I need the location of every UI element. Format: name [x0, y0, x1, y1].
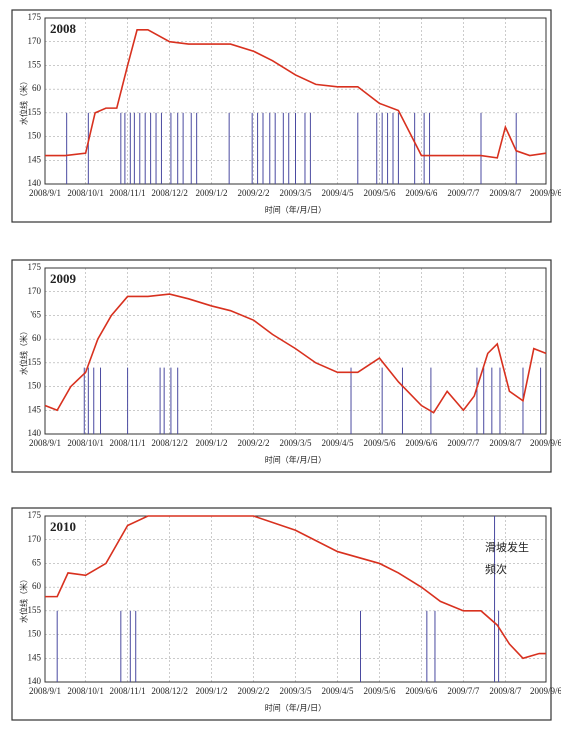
x-tick-label: 2008/9/1	[29, 438, 61, 448]
chart-title: 2010	[50, 519, 76, 534]
plot-area	[44, 267, 547, 435]
x-tick-label: 2008/11/1	[110, 188, 146, 198]
water-level-line	[45, 29, 547, 159]
chart-panel: 140 145 150 155 60 155 170 175 2008/9/1 2008/10/1…	[11, 9, 561, 223]
plot-area	[44, 515, 547, 683]
y-tick-label: 155	[28, 107, 42, 117]
x-tick-label: 2009/3/5	[279, 188, 312, 198]
x-tick-label: 2009/5/6	[363, 188, 396, 198]
y-tick-label: 170	[28, 534, 42, 544]
y-tick-label: 150	[28, 629, 42, 639]
x-tick-label: 2009/8/7	[489, 188, 522, 198]
y-tick-label: 150	[28, 131, 42, 141]
x-tick-label: 2009/1/2	[196, 188, 228, 198]
y-axis-label: 水位线（米）	[19, 77, 29, 125]
x-tick-label: 2009/3/5	[279, 686, 312, 696]
y-tick-label: 170	[28, 36, 42, 46]
x-axis-label: 时间（年/月/日）	[265, 205, 326, 215]
y-tick-label: 155	[28, 59, 42, 69]
x-tick-label: 2008/11/1	[110, 438, 146, 448]
y-tick-label: 140	[28, 428, 42, 438]
water-level-line	[45, 515, 546, 660]
x-tick-label: 2009/7/7	[447, 438, 480, 448]
chart-panel: 140 145 150 155 60 '65 170 175 2008/9/1 2008/10/1…	[11, 259, 561, 473]
y-tick-label: 170	[28, 286, 42, 296]
y-tick-label: 140	[28, 676, 42, 686]
x-tick-label: 2009/4/5	[321, 438, 354, 448]
x-tick-label: 2008/9/1	[29, 686, 61, 696]
x-tick-label: 2008/10/1	[67, 438, 104, 448]
x-tick-label: 2009/5/6	[363, 438, 396, 448]
y-tick-label: 60	[32, 581, 42, 591]
y-tick-label: '65	[30, 309, 41, 319]
y-tick-label: 155	[28, 357, 42, 367]
x-tick-label: 2009/8/7	[489, 438, 522, 448]
x-tick-label: 2009/7/7	[447, 686, 480, 696]
x-tick-label: 2008/11/1	[110, 686, 146, 696]
frame	[11, 9, 552, 223]
annotation: 频次	[485, 562, 507, 576]
x-tick-label: 2009/2/2	[238, 438, 270, 448]
y-axis-label: 水位线（米）	[19, 575, 29, 623]
x-tick-label: 2008/12/2	[151, 438, 188, 448]
x-tick-label: 2008/10/1	[67, 188, 104, 198]
x-tick-label: 2009/7/7	[447, 188, 480, 198]
annotation: 滑坡发生	[485, 540, 529, 554]
y-tick-label: 145	[28, 652, 42, 662]
x-tick-label: 2009/4/5	[321, 686, 354, 696]
x-tick-label: 2008/9/1	[29, 188, 61, 198]
y-tick-label: 60	[32, 83, 42, 93]
x-tick-label: 2009/2/2	[238, 686, 270, 696]
x-tick-label: 2009/3/5	[279, 438, 312, 448]
x-tick-label: 2009/5/6	[363, 686, 396, 696]
x-tick-label: 2009/9/6	[530, 438, 561, 448]
chart-panel: 140 145 150 155 60 65 170 175 2008/9/1 2008/10/1 2…	[11, 507, 561, 721]
chart-title: 2008	[50, 21, 77, 36]
x-tick-label: 2009/1/2	[196, 438, 228, 448]
water-level-line	[44, 293, 547, 414]
y-tick-label: 145	[28, 404, 42, 414]
y-tick-label: 65	[32, 557, 42, 567]
y-axis-label: 水位线（米）	[19, 327, 29, 375]
x-tick-label: 2008/12/2	[151, 686, 188, 696]
x-axis-label: 时间（年/月/日）	[265, 703, 326, 713]
y-tick-label: 175	[28, 262, 42, 272]
x-tick-label: 2009/6/6	[405, 188, 438, 198]
y-tick-label: 150	[28, 381, 42, 391]
y-tick-label: 175	[28, 12, 42, 22]
y-tick-label: 155	[28, 605, 42, 615]
x-tick-label: 2009/1/2	[196, 686, 228, 696]
x-axis-label: 时间（年/月/日）	[265, 455, 326, 465]
x-tick-label: 2008/10/1	[67, 686, 104, 696]
y-tick-label: 175	[28, 510, 42, 520]
x-tick-label: 2008/12/2	[151, 188, 188, 198]
y-tick-label: 145	[28, 154, 42, 164]
x-tick-label: 2009/6/6	[405, 686, 438, 696]
x-tick-label: 2009/4/5	[321, 188, 354, 198]
x-tick-label: 2009/6/6	[405, 438, 438, 448]
x-tick-label: 2009/9/6	[530, 188, 561, 198]
y-tick-label: 60	[32, 333, 42, 343]
y-tick-label: 140	[28, 178, 42, 188]
frame	[11, 507, 552, 721]
x-tick-label: 2009/9/6	[530, 686, 561, 696]
x-tick-label: 2009/2/2	[238, 188, 270, 198]
x-tick-label: 2009/8/7	[489, 686, 522, 696]
frame	[11, 259, 552, 473]
chart-title: 2009	[50, 271, 77, 286]
